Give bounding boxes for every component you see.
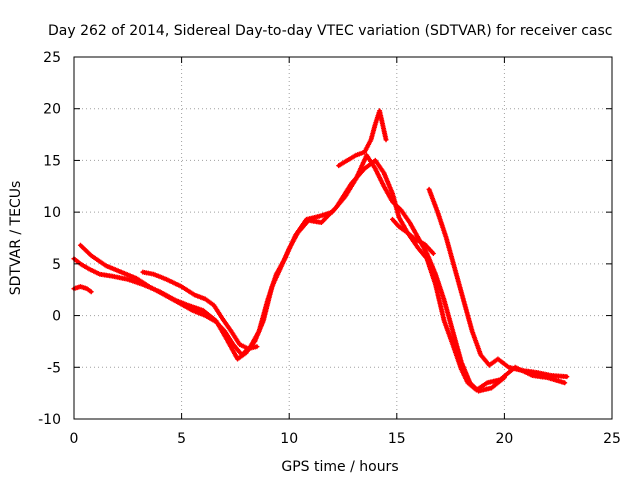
plot-data xyxy=(71,108,570,394)
x-tick-label: 0 xyxy=(70,431,79,447)
series-arc-6 xyxy=(426,186,570,380)
y-tick-label: 15 xyxy=(43,153,61,169)
plot-frame xyxy=(73,56,613,420)
series-arc-3 xyxy=(140,269,260,352)
x-tick-label: 10 xyxy=(280,431,298,447)
x-tick-label: 15 xyxy=(388,431,406,447)
y-tick-label: -5 xyxy=(47,360,61,376)
data-point xyxy=(88,289,94,295)
data-point xyxy=(254,344,260,350)
data-point xyxy=(564,374,570,380)
series-arc-5 xyxy=(389,216,436,257)
data-point xyxy=(501,375,507,381)
y-axis-label: SDTVAR / TECUs xyxy=(8,181,24,296)
data-point xyxy=(562,380,568,386)
x-tick-label: 25 xyxy=(603,431,621,447)
grid xyxy=(74,57,612,419)
axis-ticks: 0 5 10 15 20 25 -10 -5 0 5 10 15 20 25 xyxy=(38,50,621,447)
series-arc-2 xyxy=(77,152,507,394)
series-arc-7 xyxy=(71,284,94,295)
y-tick-label: 0 xyxy=(52,309,61,325)
y-tick-label: 10 xyxy=(43,205,61,221)
data-point xyxy=(383,137,389,143)
y-tick-label: 20 xyxy=(43,102,61,118)
x-tick-label: 5 xyxy=(177,431,186,447)
y-tick-label: 5 xyxy=(52,257,61,273)
series-arc-4 xyxy=(336,108,389,169)
data-point xyxy=(430,251,436,257)
y-tick-label: -10 xyxy=(38,412,61,428)
chart-title: Day 262 of 2014, Sidereal Day-to-day VTE… xyxy=(48,23,612,39)
x-tick-label: 20 xyxy=(495,431,513,447)
y-tick-label: 25 xyxy=(43,50,61,66)
x-axis-label: GPS time / hours xyxy=(281,459,398,475)
